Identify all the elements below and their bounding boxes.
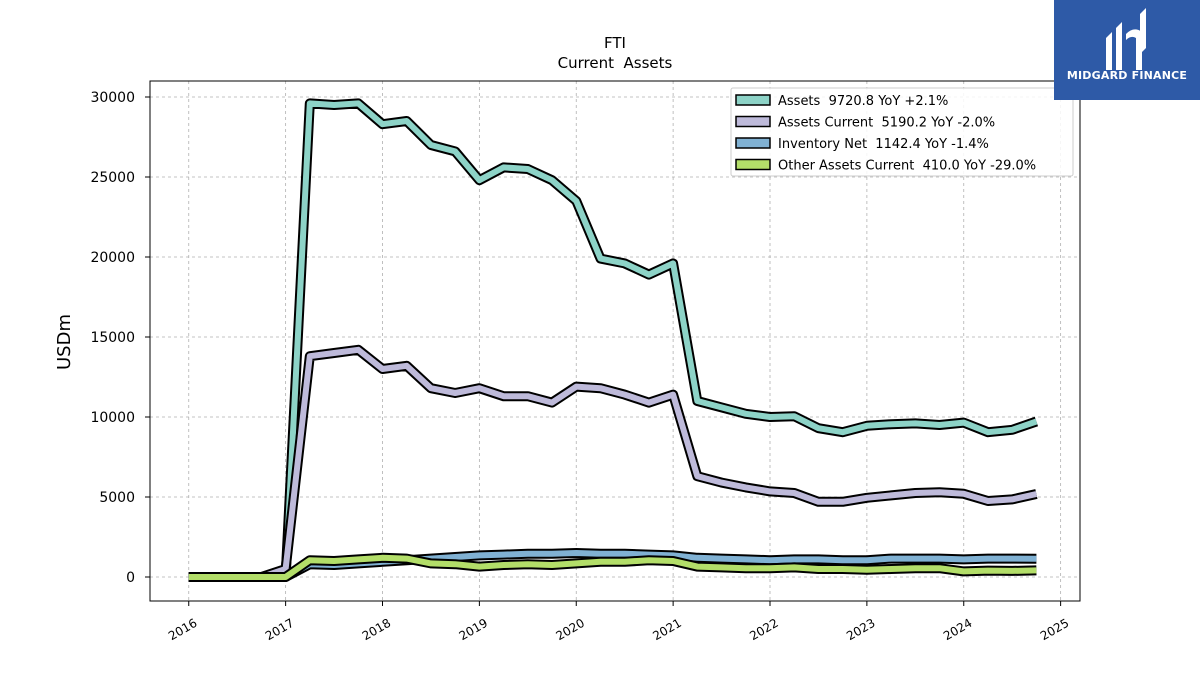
y-tick-label: 0 [126, 570, 135, 586]
x-tick-label: 2023 [844, 616, 877, 643]
series-layer [188, 98, 1039, 582]
legend-swatch-0 [735, 94, 771, 106]
y-axis-label: USDm [54, 314, 75, 370]
legend-swatch-2 [735, 137, 771, 149]
y-tick-label: 25000 [90, 170, 135, 186]
y-tick-label: 20000 [90, 250, 135, 266]
x-tick-label: 2016 [166, 616, 199, 643]
chart-subtitle: Current Assets [558, 54, 673, 72]
brand-name: MIDGARD FINANCE [1066, 69, 1188, 82]
series-line-3 [188, 554, 1037, 580]
legend-label-3: Other Assets Current 410.0 YoY -29.0% [778, 159, 1036, 174]
chart-title: FTI [604, 34, 626, 52]
x-tick-label: 2018 [360, 616, 393, 643]
legend-swatch-1 [735, 115, 771, 128]
x-tick-label: 2019 [457, 616, 490, 643]
series-line-1 [188, 346, 1038, 580]
y-tick-label: 30000 [90, 90, 135, 106]
x-tick-label: 2025 [1038, 616, 1071, 643]
midgard-logo-icon [1106, 8, 1146, 70]
legend-label-1: Assets Current 5190.2 YoY -2.0% [778, 116, 995, 131]
x-tick-label: 2024 [941, 616, 974, 643]
series-line-0 [188, 100, 1038, 580]
y-tick-label: 15000 [90, 330, 135, 346]
x-tick-label: 2021 [650, 616, 683, 643]
x-tick-label: 2022 [747, 616, 780, 643]
legend-label-2: Inventory Net 1142.4 YoY -1.4% [778, 137, 989, 152]
legend: Assets 9720.8 YoY +2.1% Assets Current 51… [730, 87, 1074, 177]
legend-label-0: Assets 9720.8 YoY +2.1% [778, 94, 948, 109]
plot-frame [149, 80, 1081, 602]
legend-swatch-3 [735, 158, 771, 171]
y-tick-label: 10000 [90, 410, 135, 426]
x-tick-label: 2020 [554, 616, 587, 643]
brand-logo: MIDGARD FINANCE [1054, 0, 1200, 100]
x-tick-label: 2017 [263, 616, 296, 643]
legend-box [730, 87, 1074, 177]
y-tick-label: 5000 [99, 490, 135, 506]
series-outline-1 [188, 344, 1038, 582]
